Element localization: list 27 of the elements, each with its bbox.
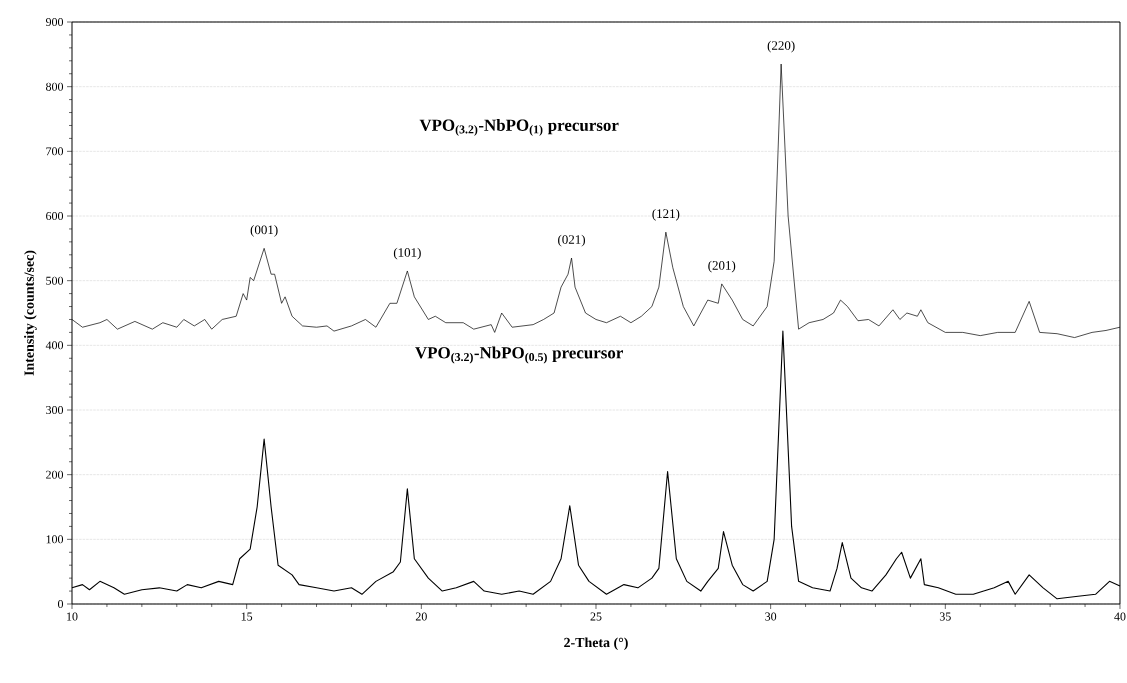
y-tick-label: 100 bbox=[46, 535, 64, 544]
y-tick-label: 500 bbox=[46, 276, 64, 285]
x-axis-title: 2-Theta (°) bbox=[564, 637, 628, 651]
text: VPO$_{(3.2)}$-NbPO$_{(0.5)}$ precursor bbox=[415, 346, 623, 364]
y-tick-label: 300 bbox=[46, 405, 64, 415]
y-tick-label: 900 bbox=[45, 17, 64, 27]
x-tick-label: 30 bbox=[765, 612, 777, 621]
x-tick-label: 15 bbox=[241, 612, 253, 621]
annotation: (201) bbox=[708, 260, 736, 273]
y-tick-label: 400 bbox=[45, 341, 64, 350]
x-tick-label: 40 bbox=[1114, 612, 1126, 621]
y-tick-label: 700 bbox=[46, 147, 64, 156]
y-axis-title: Intensity (counts/sec) bbox=[24, 250, 37, 376]
y-tick-label: 800 bbox=[46, 82, 64, 91]
y-tick-label: 200 bbox=[46, 470, 64, 479]
x-tick-label: 35 bbox=[939, 612, 951, 621]
x-tick-label: 20 bbox=[415, 612, 427, 621]
y-tick-label: 600 bbox=[46, 211, 64, 221]
annotation: (121) bbox=[652, 208, 680, 221]
text: VPO$_{(3.2)}$-NbPO$_{(1)}$ precursor bbox=[419, 118, 619, 136]
annotation: (220) bbox=[767, 40, 795, 53]
annotation: (001) bbox=[250, 225, 278, 237]
x-tick-label: 10 bbox=[67, 612, 78, 621]
annotation: (101) bbox=[393, 247, 421, 260]
y-tick-label: 0 bbox=[57, 599, 64, 609]
annotation: (021) bbox=[558, 234, 585, 247]
x-tick-label: 25 bbox=[590, 612, 602, 621]
